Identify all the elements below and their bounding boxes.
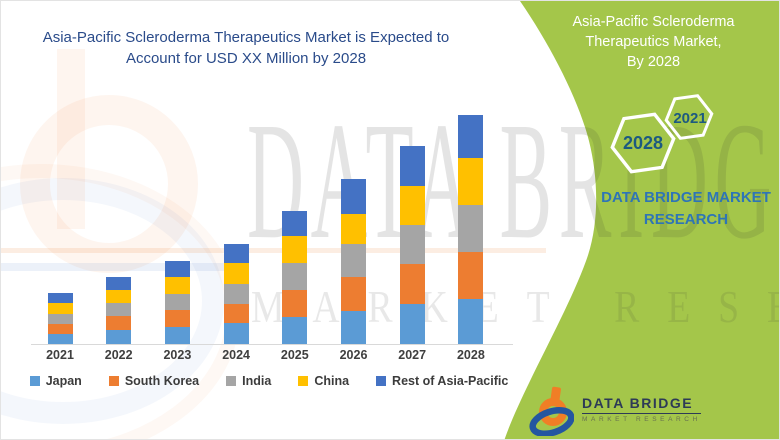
brand-text: DATA BRIDGE MARKET RESEARCH (591, 187, 779, 231)
company-logo-subtitle: MARKET RESEARCH (582, 416, 701, 423)
segment-india-2028 (458, 205, 484, 252)
segment-south-korea-2026 (341, 277, 366, 311)
segment-japan-2022 (106, 330, 132, 344)
segment-south-korea-2022 (106, 316, 132, 330)
x-tick-2022: 2022 (104, 348, 133, 362)
company-logo: DATA BRIDGE MARKET RESEARCH (528, 386, 701, 436)
segment-japan-2023 (164, 327, 190, 344)
banner-title-line1: Asia-Pacific Scleroderma (572, 14, 735, 30)
bar-2023 (164, 261, 190, 344)
segment-china-2028 (458, 158, 484, 205)
brand-text-line2: RESEARCH (643, 211, 729, 228)
legend-label-rest-of-asia-pacific: Rest of Asia-Pacific (392, 374, 509, 388)
bar-2027 (399, 146, 425, 344)
segment-rest-of-asia-pacific-2021 (47, 293, 73, 303)
segment-china-2022 (106, 290, 132, 303)
segment-south-korea-2028 (458, 252, 484, 299)
segment-china-2021 (47, 303, 73, 314)
segment-india-2022 (106, 303, 132, 316)
segment-china-2027 (399, 186, 425, 225)
segment-japan-2026 (341, 311, 366, 344)
segment-china-2024 (223, 263, 249, 284)
chart-title: Asia-Pacific Scleroderma Therapeutics Ma… (26, 27, 466, 69)
x-tick-2025: 2025 (280, 348, 309, 362)
hexagon-2028-label: 2028 (623, 133, 663, 153)
legend-item-japan: Japan (29, 374, 82, 388)
segment-india-2025 (282, 263, 308, 290)
x-tick-2027: 2027 (398, 348, 427, 362)
segment-japan-2027 (399, 304, 425, 344)
legend-swatch-india (226, 376, 237, 386)
segment-south-korea-2027 (399, 264, 425, 304)
chart-title-line1: Asia-Pacific Scleroderma Therapeutics Ma… (42, 29, 450, 46)
segment-india-2021 (47, 314, 73, 324)
legend-label-south-korea: South Korea (124, 374, 200, 388)
hexagon-2021-label: 2021 (673, 110, 706, 127)
x-tick-2021: 2021 (46, 348, 74, 362)
segment-india-2024 (223, 284, 249, 304)
company-logo-icon (529, 386, 574, 436)
bar-2026 (341, 179, 366, 344)
chart-title-line2: Account for USD XX Million by 2028 (125, 50, 367, 67)
segment-south-korea-2023 (164, 310, 190, 327)
segment-china-2025 (282, 236, 308, 263)
segment-japan-2028 (458, 299, 484, 344)
banner-title-line3: By 2028 (626, 54, 681, 70)
segment-rest-of-asia-pacific-2026 (341, 179, 366, 214)
x-tick-2023: 2023 (163, 348, 192, 362)
company-logo-name: DATA BRIDGE (582, 395, 701, 414)
legend-swatch-south-korea (108, 376, 119, 386)
segment-india-2026 (341, 244, 366, 277)
bar-2028 (458, 115, 484, 344)
segment-rest-of-asia-pacific-2022 (106, 277, 132, 290)
legend-item-india: India (226, 374, 271, 388)
x-tick-2028: 2028 (456, 348, 485, 362)
legend-item-china: China (298, 374, 349, 388)
legend-swatch-rest-of-asia-pacific (376, 376, 387, 386)
company-logo-text: DATA BRIDGE MARKET RESEARCH (582, 395, 701, 423)
x-axis-line (31, 344, 513, 345)
brand-text-line1: DATA BRIDGE MARKET (601, 189, 771, 206)
segment-south-korea-2025 (282, 290, 308, 317)
segment-india-2023 (164, 294, 190, 310)
segment-india-2027 (399, 225, 425, 264)
banner-title: Asia-Pacific Scleroderma Therapeutics Ma… (546, 12, 761, 72)
x-tick-2026: 2026 (339, 348, 368, 362)
legend-label-japan: Japan (45, 374, 82, 388)
legend-label-india: India (242, 374, 272, 388)
segment-rest-of-asia-pacific-2024 (223, 244, 249, 263)
banner-title-line2: Therapeutics Market, (585, 34, 722, 50)
x-tick-2024: 2024 (222, 348, 250, 362)
legend-swatch-japan (29, 376, 40, 386)
segment-rest-of-asia-pacific-2025 (282, 211, 308, 236)
segment-japan-2024 (223, 323, 249, 344)
segment-china-2023 (164, 277, 190, 294)
bar-2024 (223, 244, 249, 344)
legend-item-rest-of-asia-pacific: Rest of Asia-Pacific (376, 374, 508, 388)
segment-japan-2021 (47, 334, 73, 344)
segment-rest-of-asia-pacific-2028 (458, 115, 484, 158)
bar-2022 (106, 277, 132, 344)
legend-item-south-korea: South Korea (108, 374, 200, 388)
segment-rest-of-asia-pacific-2023 (164, 261, 190, 277)
segment-south-korea-2024 (223, 304, 249, 323)
bar-2021 (47, 293, 73, 344)
plot-area (1, 1, 531, 344)
hexagon-2028 (610, 112, 676, 174)
legend: Japan South Korea India China Rest of Asia-P… (19, 374, 519, 388)
segment-japan-2025 (282, 317, 308, 344)
legend-swatch-china (298, 376, 309, 386)
segment-south-korea-2021 (47, 324, 73, 334)
legend-label-china: China (314, 374, 350, 388)
hexagon-2021 (664, 94, 714, 140)
x-axis-labels: 2021 2022 2023 2024 2025 2026 2027 2028 (1, 348, 531, 364)
segment-rest-of-asia-pacific-2027 (399, 146, 425, 186)
segment-china-2026 (341, 214, 366, 244)
bar-2025 (282, 211, 308, 344)
